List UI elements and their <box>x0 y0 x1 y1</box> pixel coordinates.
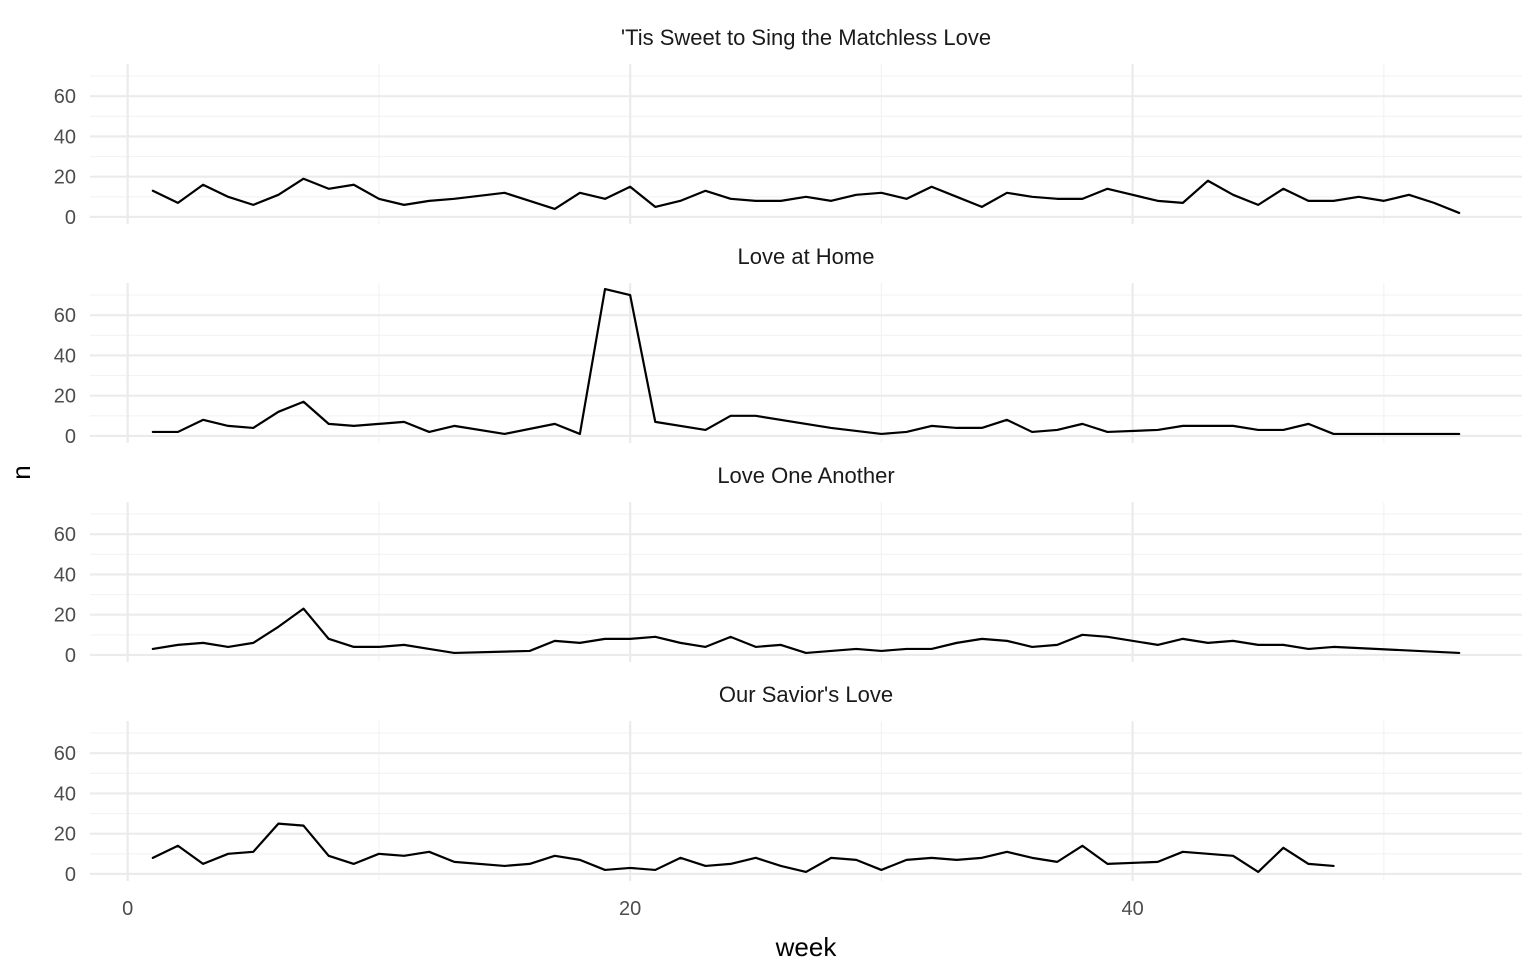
series-line <box>151 822 1335 874</box>
y-axis-title: n <box>6 465 36 479</box>
panel-title: Love at Home <box>738 244 875 269</box>
panel-3: Love One Another 0 20 40 60 <box>54 463 1522 667</box>
panel-grid <box>90 502 1522 662</box>
panel-grid <box>90 283 1522 443</box>
series-line <box>151 287 1461 436</box>
y-tick-label: 40 <box>54 783 76 805</box>
panel-grid <box>90 721 1522 881</box>
x-tick-label: 40 <box>1121 898 1143 920</box>
panel-title: Love One Another <box>717 463 894 488</box>
panel-title: 'Tis Sweet to Sing the Matchless Love <box>621 25 991 50</box>
y-tick-label: 20 <box>54 167 76 189</box>
y-tick-label: 40 <box>54 345 76 367</box>
series-line <box>151 607 1461 655</box>
panel-grid <box>90 64 1522 224</box>
panel-4: Our Savior's Love 0 20 40 60 <box>54 682 1522 886</box>
y-tick-label: 0 <box>65 426 76 448</box>
x-tick-label: 0 <box>122 898 133 920</box>
y-tick-label: 60 <box>54 86 76 108</box>
y-tick-label: 20 <box>54 824 76 846</box>
y-tick-label: 20 <box>54 386 76 408</box>
y-tick-label: 60 <box>54 305 76 327</box>
y-tick-label: 60 <box>54 743 76 765</box>
y-tick-label: 40 <box>54 126 76 148</box>
y-tick-label: 40 <box>54 564 76 586</box>
y-tick-label: 0 <box>65 207 76 229</box>
x-axis: 0 20 40 <box>122 898 1144 920</box>
x-axis-title: week <box>775 932 838 960</box>
x-tick-label: 20 <box>619 898 641 920</box>
panel-title: Our Savior's Love <box>719 682 893 707</box>
y-tick-label: 0 <box>65 864 76 886</box>
panels: 'Tis Sweet to Sing the Matchless Love 0 20… <box>54 25 1522 886</box>
panel-2: Love at Home 0 20 40 60 <box>54 244 1522 448</box>
panel-1: 'Tis Sweet to Sing the Matchless Love 0 20… <box>54 25 1522 229</box>
y-tick-label: 0 <box>65 645 76 667</box>
series-line <box>151 177 1461 215</box>
y-tick-label: 20 <box>54 605 76 627</box>
y-tick-label: 60 <box>54 524 76 546</box>
